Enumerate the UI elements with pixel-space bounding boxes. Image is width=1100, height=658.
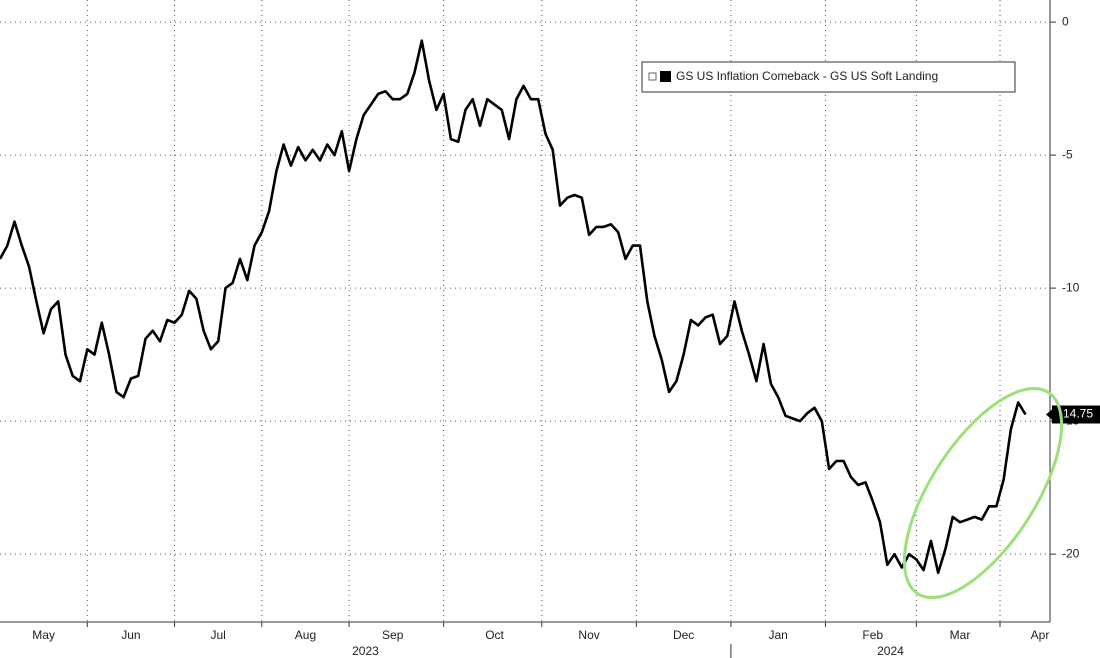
legend-box xyxy=(641,61,1016,93)
x-tick-label: Jun xyxy=(121,628,140,642)
x-tick-label: Aug xyxy=(295,628,316,642)
y-tick-label: -5 xyxy=(1062,147,1073,161)
x-tick-label: May xyxy=(32,628,55,642)
legend: GS US Inflation Comeback - GS US Soft La… xyxy=(641,61,1016,93)
x-tick-label: Feb xyxy=(862,628,883,642)
legend-swatch xyxy=(660,71,671,82)
last-value-pointer xyxy=(1046,408,1053,421)
y-tick-label: 0 xyxy=(1062,14,1069,28)
legend-text: GS US Inflation Comeback - GS US Soft La… xyxy=(676,69,938,83)
year-label: 2023 xyxy=(352,644,379,658)
highlight-ellipse xyxy=(902,386,1064,600)
legend-name: GS US Inflation Comeback - GS US Soft La… xyxy=(676,69,938,83)
x-tick-label: Dec xyxy=(673,628,694,642)
x-tick-label: Sep xyxy=(382,628,404,642)
last-value-label: -14.75 xyxy=(1059,407,1093,421)
y-tick-label: -10 xyxy=(1062,280,1080,294)
last-value-box xyxy=(1052,405,1100,424)
x-tick-label: Jul xyxy=(211,628,226,642)
x-tick-label: Mar xyxy=(950,628,971,642)
year-label: 2024 xyxy=(877,644,904,658)
x-tick-label: Nov xyxy=(578,628,599,642)
y-tick-label: -20 xyxy=(1062,546,1080,560)
series-line xyxy=(0,39,1027,575)
x-tick-label: Jan xyxy=(769,628,788,642)
legend-toggle xyxy=(648,72,657,81)
x-tick-label: Apr xyxy=(1031,628,1050,642)
x-tick-label: Oct xyxy=(485,628,504,642)
